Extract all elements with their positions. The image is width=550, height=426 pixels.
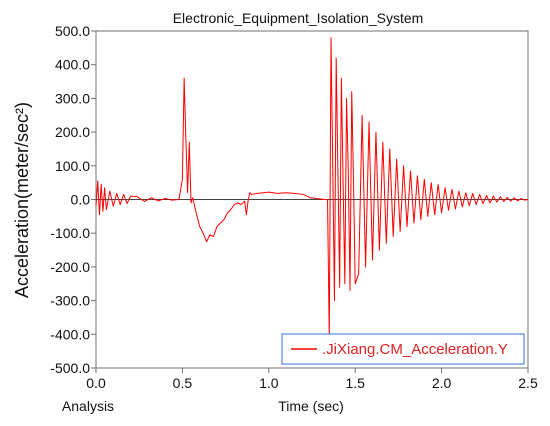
chart-title: Electronic_Equipment_Isolation_System (173, 10, 424, 26)
x-tick-label: 2.5 (518, 375, 538, 391)
y-tick-label: 100.0 (55, 158, 90, 174)
y-tick-label: 300.0 (55, 90, 90, 106)
y-tick-label: 200.0 (55, 124, 90, 140)
y-tick-label: 400.0 (55, 57, 90, 73)
x-tick-label: 1.0 (259, 375, 279, 391)
y-tick-label: 0.0 (71, 192, 91, 208)
x-tick-label: 0.0 (86, 375, 106, 391)
y-tick-label: -500.0 (50, 360, 90, 376)
legend: .JiXiang.CM_Acceleration.Y (281, 333, 525, 365)
y-tick-label: -400.0 (50, 326, 90, 342)
legend-label: .JiXiang.CM_Acceleration.Y (322, 341, 508, 358)
x-tick-label: 1.5 (345, 375, 365, 391)
x-tick-label: 0.5 (173, 375, 193, 391)
y-tick-label: -100.0 (50, 225, 90, 241)
series-line-0 (95, 37, 529, 342)
y-tick-label: -200.0 (50, 259, 90, 275)
legend-box (281, 333, 525, 365)
x-axis-label: Time (sec) (278, 398, 344, 414)
y-ticks: 500.0 400.0 300.0 200.0 100.0 0.0 -100.0 -200.0… (50, 23, 96, 376)
x-tick-label: 2.0 (432, 375, 452, 391)
y-tick-label: -300.0 (50, 293, 90, 309)
y-tick-label: 500.0 (55, 23, 90, 39)
x-ticks: 0.0 0.5 1.0 1.5 2.0 2.5 (86, 368, 538, 391)
series-layer (95, 37, 529, 342)
y-axis-label: Acceleration(meter/sec²) (12, 102, 32, 298)
analysis-label: Analysis (62, 398, 114, 414)
